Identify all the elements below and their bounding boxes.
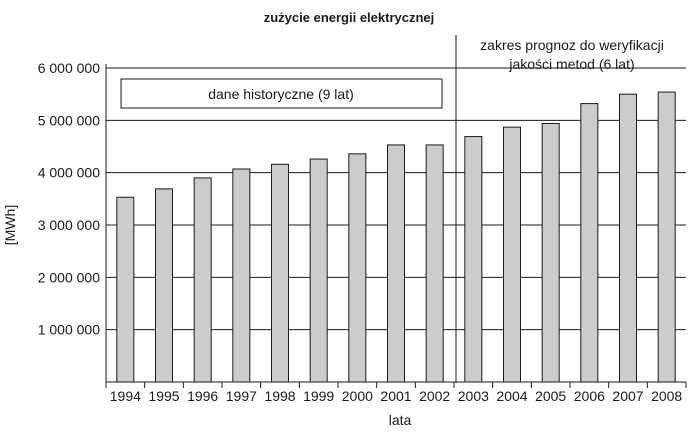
y-tick-label: 6 000 000 [38,60,100,76]
x-tick-label-1997: 1997 [226,388,257,404]
bar-2008 [657,91,676,383]
bar-1995 [155,188,173,383]
bar-2004 [503,126,521,383]
historical-data-label: dane historyczne (9 lat) [208,86,354,102]
y-tick-label: 1 000 000 [38,322,100,338]
bar-1996 [193,177,212,383]
bar-2006 [580,103,599,383]
forecast-label-line1: zakres prognoz do weryfikacji [480,37,664,53]
bar-1998 [271,163,289,383]
bar-1997 [232,168,251,383]
y-tick-label: 3 000 000 [38,217,100,233]
y-axis-label: [MWh] [2,205,18,245]
bar-2002 [425,144,444,383]
y-tick-label: 5 000 000 [38,112,100,128]
x-tick-label-2006: 2006 [574,388,605,404]
x-tick-label-2005: 2005 [535,388,566,404]
chart-title: zużycie energii elektrycznej [264,10,435,25]
bar-2007 [619,93,637,383]
x-tick-label-2001: 2001 [380,388,411,404]
x-tick-label-2007: 2007 [612,388,643,404]
x-tick-labels: 1994 1995 1996 1997 1998 1999 2000 2001 2002 2003… [110,388,683,404]
x-tick-label-2004: 2004 [496,388,527,404]
bar-2003 [464,136,483,383]
x-tick-label-1996: 1996 [187,388,218,404]
x-axis-label: lata [389,412,412,428]
x-tick-label-1994: 1994 [110,388,141,404]
x-tick-label-2000: 2000 [342,388,373,404]
x-tick-label-1999: 1999 [303,388,334,404]
x-tick-label-2008: 2008 [651,388,682,404]
y-tick-labels: 1 000 000 2 000 000 3 000 000 4 000 000 5 00… [38,60,100,338]
axes [105,64,687,388]
bar-2005 [541,122,560,383]
bar-2000 [348,153,367,383]
y-tick-label: 4 000 000 [38,165,100,181]
x-tick-label-2002: 2002 [419,388,450,404]
forecast-label-line2: jakości metod (6 lat) [508,56,634,72]
bar-2001 [387,144,405,383]
bars [116,91,676,383]
x-tick-label-2003: 2003 [458,388,489,404]
bar-1994 [116,196,135,383]
historical-data-box [120,78,443,109]
bar-1999 [309,158,328,383]
x-tick-label-1995: 1995 [148,388,179,404]
x-tick-label-1998: 1998 [264,388,295,404]
y-tick-label: 2 000 000 [38,269,100,285]
